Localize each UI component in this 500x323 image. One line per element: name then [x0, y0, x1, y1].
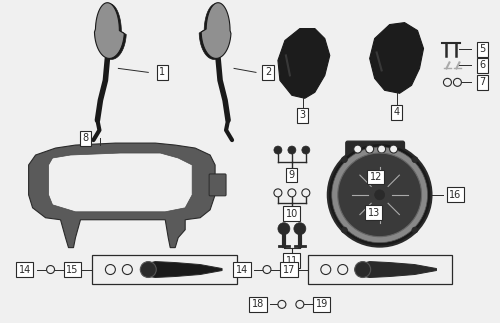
Text: 15: 15	[66, 265, 78, 275]
Circle shape	[122, 265, 132, 275]
Text: 17: 17	[282, 265, 295, 275]
Polygon shape	[201, 3, 231, 58]
FancyBboxPatch shape	[308, 255, 452, 285]
Polygon shape	[354, 262, 436, 277]
Circle shape	[358, 266, 366, 274]
Circle shape	[342, 227, 347, 233]
Circle shape	[302, 146, 310, 154]
Circle shape	[338, 153, 421, 237]
Text: 9: 9	[289, 170, 295, 180]
Polygon shape	[278, 28, 330, 98]
Circle shape	[46, 266, 54, 274]
Circle shape	[354, 145, 362, 153]
Text: 4: 4	[394, 107, 400, 117]
Text: 5: 5	[479, 45, 486, 55]
Circle shape	[294, 223, 306, 235]
Text: 18: 18	[252, 299, 264, 309]
Polygon shape	[28, 143, 215, 248]
Polygon shape	[48, 153, 192, 212]
Circle shape	[328, 143, 432, 247]
Text: 7: 7	[479, 77, 486, 87]
FancyBboxPatch shape	[209, 174, 226, 196]
Text: 2: 2	[265, 68, 271, 78]
Circle shape	[412, 157, 418, 163]
Circle shape	[332, 147, 428, 243]
Text: 16: 16	[450, 190, 462, 200]
Text: 6: 6	[480, 60, 486, 70]
Circle shape	[321, 265, 331, 275]
Text: 3: 3	[300, 110, 306, 120]
Text: 14: 14	[236, 265, 248, 275]
Text: 1: 1	[159, 68, 166, 78]
Circle shape	[106, 265, 116, 275]
Circle shape	[296, 300, 304, 308]
Circle shape	[366, 160, 372, 166]
Polygon shape	[94, 3, 124, 58]
Circle shape	[274, 146, 282, 154]
Circle shape	[354, 262, 370, 277]
Circle shape	[302, 189, 310, 197]
FancyBboxPatch shape	[92, 255, 237, 285]
Circle shape	[144, 266, 152, 274]
Circle shape	[140, 262, 156, 277]
Circle shape	[366, 145, 374, 153]
Circle shape	[342, 157, 347, 163]
Text: 13: 13	[368, 208, 380, 218]
Circle shape	[263, 266, 271, 274]
Text: 10: 10	[286, 209, 298, 219]
Polygon shape	[96, 4, 126, 59]
Polygon shape	[140, 262, 222, 277]
Circle shape	[378, 160, 384, 166]
Circle shape	[444, 78, 452, 86]
Circle shape	[374, 190, 384, 200]
Circle shape	[412, 227, 418, 233]
Circle shape	[378, 145, 386, 153]
Polygon shape	[199, 4, 229, 59]
Circle shape	[288, 146, 296, 154]
Polygon shape	[370, 23, 424, 93]
Text: 19: 19	[316, 299, 328, 309]
Circle shape	[278, 300, 286, 308]
Circle shape	[354, 160, 360, 166]
FancyBboxPatch shape	[346, 141, 405, 173]
Circle shape	[390, 145, 398, 153]
Text: 8: 8	[82, 133, 88, 143]
Circle shape	[338, 265, 347, 275]
Text: 14: 14	[18, 265, 31, 275]
Text: 12: 12	[370, 172, 382, 182]
Circle shape	[454, 78, 462, 86]
Circle shape	[274, 189, 282, 197]
Circle shape	[288, 189, 296, 197]
Circle shape	[390, 160, 396, 166]
Circle shape	[278, 223, 290, 235]
Text: 11: 11	[286, 255, 298, 266]
